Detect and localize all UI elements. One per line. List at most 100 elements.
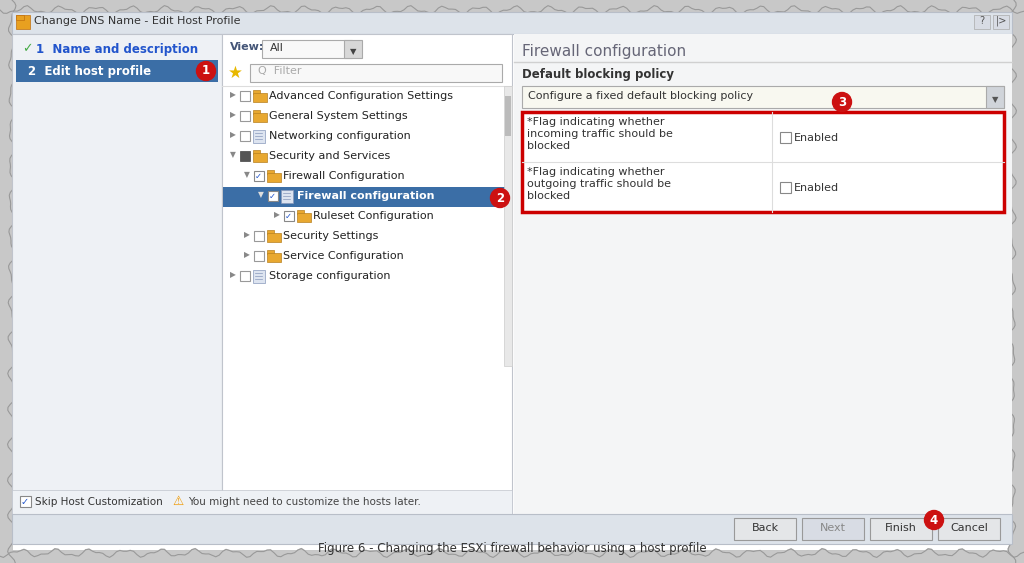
Text: ▼: ▼ xyxy=(244,170,250,179)
Polygon shape xyxy=(0,0,1024,15)
Text: *Flag indicating whether: *Flag indicating whether xyxy=(527,167,665,177)
Text: ▶: ▶ xyxy=(274,210,280,219)
Bar xyxy=(254,251,264,261)
Bar xyxy=(297,213,311,222)
Text: View:: View: xyxy=(230,42,264,52)
Circle shape xyxy=(833,92,852,111)
Text: Networking configuration: Networking configuration xyxy=(269,131,411,141)
Bar xyxy=(12,514,1012,544)
Text: 2: 2 xyxy=(496,191,504,204)
Text: Back: Back xyxy=(752,523,778,533)
Text: ★: ★ xyxy=(228,64,243,82)
Bar xyxy=(240,131,250,141)
Bar xyxy=(344,40,362,58)
Text: ✓: ✓ xyxy=(255,172,262,181)
Text: outgoing traffic should be: outgoing traffic should be xyxy=(527,179,671,189)
Bar xyxy=(240,271,250,281)
Text: ▼: ▼ xyxy=(350,47,356,56)
Circle shape xyxy=(490,189,510,208)
Bar xyxy=(505,96,511,136)
Text: ▶: ▶ xyxy=(230,110,236,119)
Text: 3: 3 xyxy=(838,96,846,109)
Text: 1: 1 xyxy=(202,65,210,78)
Text: blocked: blocked xyxy=(527,141,570,151)
Text: Finish: Finish xyxy=(885,523,916,533)
Text: ▼: ▼ xyxy=(230,150,236,159)
Bar xyxy=(254,231,264,241)
Circle shape xyxy=(925,511,943,529)
Bar xyxy=(222,34,512,514)
Text: |>: |> xyxy=(995,16,1007,26)
Text: 4: 4 xyxy=(930,513,938,526)
Bar xyxy=(281,190,293,203)
Bar xyxy=(253,150,260,154)
Bar xyxy=(974,15,990,29)
Text: ▶: ▶ xyxy=(244,250,250,259)
Text: *Flag indicating whether: *Flag indicating whether xyxy=(527,117,665,127)
Text: ▶: ▶ xyxy=(230,90,236,99)
Bar xyxy=(253,93,267,102)
Text: Firewall configuration: Firewall configuration xyxy=(297,191,434,201)
Bar xyxy=(16,15,24,20)
Bar xyxy=(504,86,512,366)
Bar xyxy=(780,132,791,143)
Bar xyxy=(297,210,304,214)
Text: incoming traffic should be: incoming traffic should be xyxy=(527,129,673,139)
Bar xyxy=(16,15,30,29)
Bar xyxy=(267,233,281,242)
Text: 1  Name and description: 1 Name and description xyxy=(36,43,198,56)
Text: Storage configuration: Storage configuration xyxy=(269,271,390,281)
Text: ✓: ✓ xyxy=(269,192,276,201)
Text: Security and Services: Security and Services xyxy=(269,151,390,161)
Text: General System Settings: General System Settings xyxy=(269,111,408,121)
Bar xyxy=(240,111,250,121)
Text: Q  Filter: Q Filter xyxy=(258,66,301,76)
Text: Firewall configuration: Firewall configuration xyxy=(522,44,686,59)
Text: Security Settings: Security Settings xyxy=(283,231,379,241)
Bar xyxy=(514,34,1012,514)
Bar xyxy=(780,182,791,193)
Text: ✓: ✓ xyxy=(285,212,292,221)
Text: ✓: ✓ xyxy=(22,42,33,55)
Bar xyxy=(253,270,265,283)
Bar xyxy=(938,518,1000,540)
Text: ▶: ▶ xyxy=(244,230,250,239)
Text: Service Configuration: Service Configuration xyxy=(283,251,403,261)
Text: blocked: blocked xyxy=(527,191,570,201)
Bar xyxy=(240,151,250,161)
Bar xyxy=(12,12,1012,34)
Text: 2  Edit host profile: 2 Edit host profile xyxy=(28,65,152,78)
Bar xyxy=(267,170,274,174)
Bar xyxy=(267,173,281,182)
Text: ▼: ▼ xyxy=(992,95,998,104)
Text: Configure a fixed default blocking policy: Configure a fixed default blocking polic… xyxy=(528,91,753,101)
Polygon shape xyxy=(0,548,1024,563)
Text: Figure 6 - Changing the ESXi firewall behavior using a host profile: Figure 6 - Changing the ESXi firewall be… xyxy=(317,542,707,555)
Bar xyxy=(870,518,932,540)
Bar xyxy=(267,250,274,254)
Text: You might need to customize the hosts later.: You might need to customize the hosts la… xyxy=(188,497,421,507)
Bar xyxy=(12,34,222,514)
Text: ?: ? xyxy=(979,16,984,26)
Text: Skip Host Customization: Skip Host Customization xyxy=(35,497,163,507)
Bar xyxy=(253,153,267,162)
Bar xyxy=(262,40,352,58)
Bar xyxy=(12,490,512,514)
Text: Default blocking policy: Default blocking policy xyxy=(522,68,674,81)
Text: Ruleset Configuration: Ruleset Configuration xyxy=(313,211,434,221)
Text: Cancel: Cancel xyxy=(950,523,988,533)
Bar xyxy=(268,191,278,201)
Text: Enabled: Enabled xyxy=(794,133,839,143)
Bar xyxy=(253,90,260,94)
Bar xyxy=(993,15,1009,29)
Text: Next: Next xyxy=(820,523,846,533)
Bar xyxy=(734,518,796,540)
Text: Enabled: Enabled xyxy=(794,183,839,193)
Text: ▶: ▶ xyxy=(230,270,236,279)
Bar xyxy=(267,230,274,234)
Text: ▼: ▼ xyxy=(258,190,264,199)
Bar xyxy=(284,211,294,221)
Bar xyxy=(250,64,502,82)
Polygon shape xyxy=(1008,0,1024,563)
Text: ✓: ✓ xyxy=(22,497,29,507)
